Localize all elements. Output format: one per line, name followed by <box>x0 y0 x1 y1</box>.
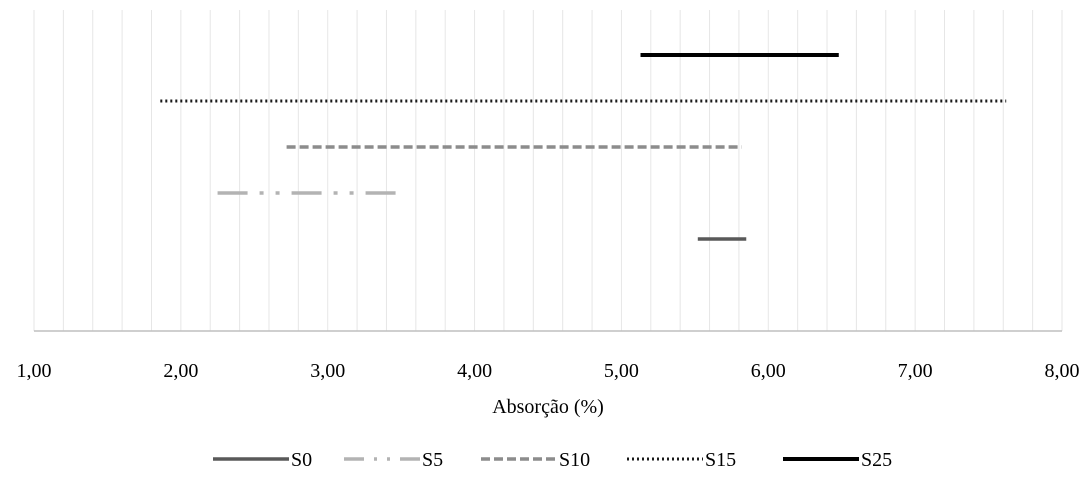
x-axis-title: Absorção (%) <box>492 396 604 418</box>
legend-item-s5: S5 <box>344 449 443 471</box>
legend-item-s0: S0 <box>213 449 312 471</box>
series-layer <box>160 53 1007 241</box>
legend-label-s5: S5 <box>422 449 443 471</box>
legend-item-s15: S15 <box>627 449 736 471</box>
x-tick-label: 3,00 <box>310 360 345 382</box>
x-tick-label: 1,00 <box>17 360 52 382</box>
legend-label-s0: S0 <box>291 449 312 471</box>
x-tick-label: 4,00 <box>457 360 492 382</box>
grid-layer <box>33 10 1063 331</box>
legend: S0 S5 S10 S15 S25 <box>213 449 892 471</box>
x-tick-label: 8,00 <box>1045 360 1080 382</box>
legend-label-s15: S15 <box>705 449 736 471</box>
legend-item-s10: S10 <box>481 449 590 471</box>
x-tick-label: 6,00 <box>751 360 786 382</box>
legend-item-s25: S25 <box>783 449 892 471</box>
x-tick-label: 2,00 <box>163 360 198 382</box>
legend-label-s10: S10 <box>559 449 590 471</box>
x-tick-label: 7,00 <box>898 360 933 382</box>
legend-label-s25: S25 <box>861 449 892 471</box>
x-tick-labels: 1,00 2,00 3,00 4,00 5,00 6,00 7,00 8,00 <box>17 360 1080 382</box>
x-tick-label: 5,00 <box>604 360 639 382</box>
